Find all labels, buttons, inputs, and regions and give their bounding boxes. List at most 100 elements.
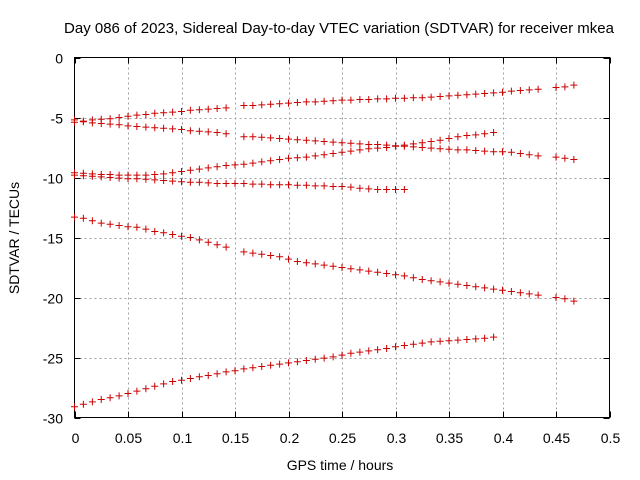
data-point [151,382,159,390]
data-point [249,102,257,109]
data-point [365,96,373,103]
data-point [436,93,444,100]
data-point [347,96,355,104]
data-point [570,81,578,89]
data-point [436,278,444,286]
data-point [97,173,105,181]
data-point [409,94,417,102]
data-point [427,93,435,101]
data-point [481,90,489,97]
data-point [151,228,159,235]
data-point [383,270,391,277]
data-point [169,177,177,185]
data-point [400,94,408,102]
data-point [249,133,257,141]
data-point [499,148,506,156]
data-point [151,109,159,117]
data-point [427,144,435,152]
data-point [481,147,489,155]
data-point [115,222,123,229]
data-point [472,131,480,139]
data-point [481,284,489,292]
data-point [454,91,462,99]
data-point [400,186,408,193]
data-point [454,133,462,141]
data-point [276,135,284,142]
data-point [400,272,408,280]
data-point [267,157,275,165]
data-point [222,180,230,187]
data-point [79,214,87,222]
data-point [552,153,560,161]
data-point [258,250,266,258]
x-tick-label: 0.1 [173,430,193,446]
data-point [106,220,114,228]
data-point [454,336,462,344]
data-point [213,105,221,112]
data-point [169,231,177,238]
data-point [365,145,373,153]
data-point [436,136,444,144]
data-point [409,340,417,348]
data-point [463,282,471,289]
axis-ticks [74,57,611,419]
data-point [365,185,373,193]
data-point [213,129,221,136]
data-point [570,156,578,163]
data-point [276,181,284,189]
data-point [561,83,569,91]
data-point [249,180,257,188]
data-point [552,84,560,91]
data-point [374,95,382,103]
data-point [267,134,275,142]
data-point [534,291,542,299]
data-point [534,152,542,160]
data-point [71,171,78,179]
data-point [400,342,408,349]
y-tick-label: -25 [43,351,63,367]
data-point [293,99,301,106]
y-axis-tick-labels: 0 -5 -10 -15 -20 -25 -30 [43,51,63,427]
data-point [142,225,150,233]
data-point [133,387,141,395]
data-point [267,361,275,369]
data-point [392,142,399,150]
data-point [311,355,319,363]
data-point [133,123,141,130]
data-point [195,373,203,381]
series-track-6 [71,333,498,411]
data-point [302,136,310,144]
data-point [293,181,301,189]
data-point [365,267,373,275]
data-point [320,97,328,105]
series-track-5 [71,213,578,305]
data-point [97,120,105,127]
data-point [240,180,248,187]
data-point [561,154,569,162]
x-tick-label: 0.4 [494,430,514,446]
data-point [418,139,426,147]
data-point [106,120,114,128]
data-point [481,130,489,138]
data-point [186,234,194,241]
data-point [293,136,301,144]
data-point [365,347,373,355]
data-point [231,367,239,375]
data-point [267,100,275,108]
data-point [258,363,266,370]
data-point [213,180,221,187]
data-point [186,178,194,186]
data-point [115,174,123,182]
data-point [472,147,480,154]
data-point [383,95,391,103]
data-point [320,261,328,269]
data-point [516,87,524,94]
data-point [124,112,132,120]
data-point [490,148,498,156]
data-point [472,283,480,291]
data-point [267,252,275,259]
data-point [374,346,382,354]
data-points [71,81,578,411]
data-point [356,184,364,192]
data-point [356,266,364,274]
